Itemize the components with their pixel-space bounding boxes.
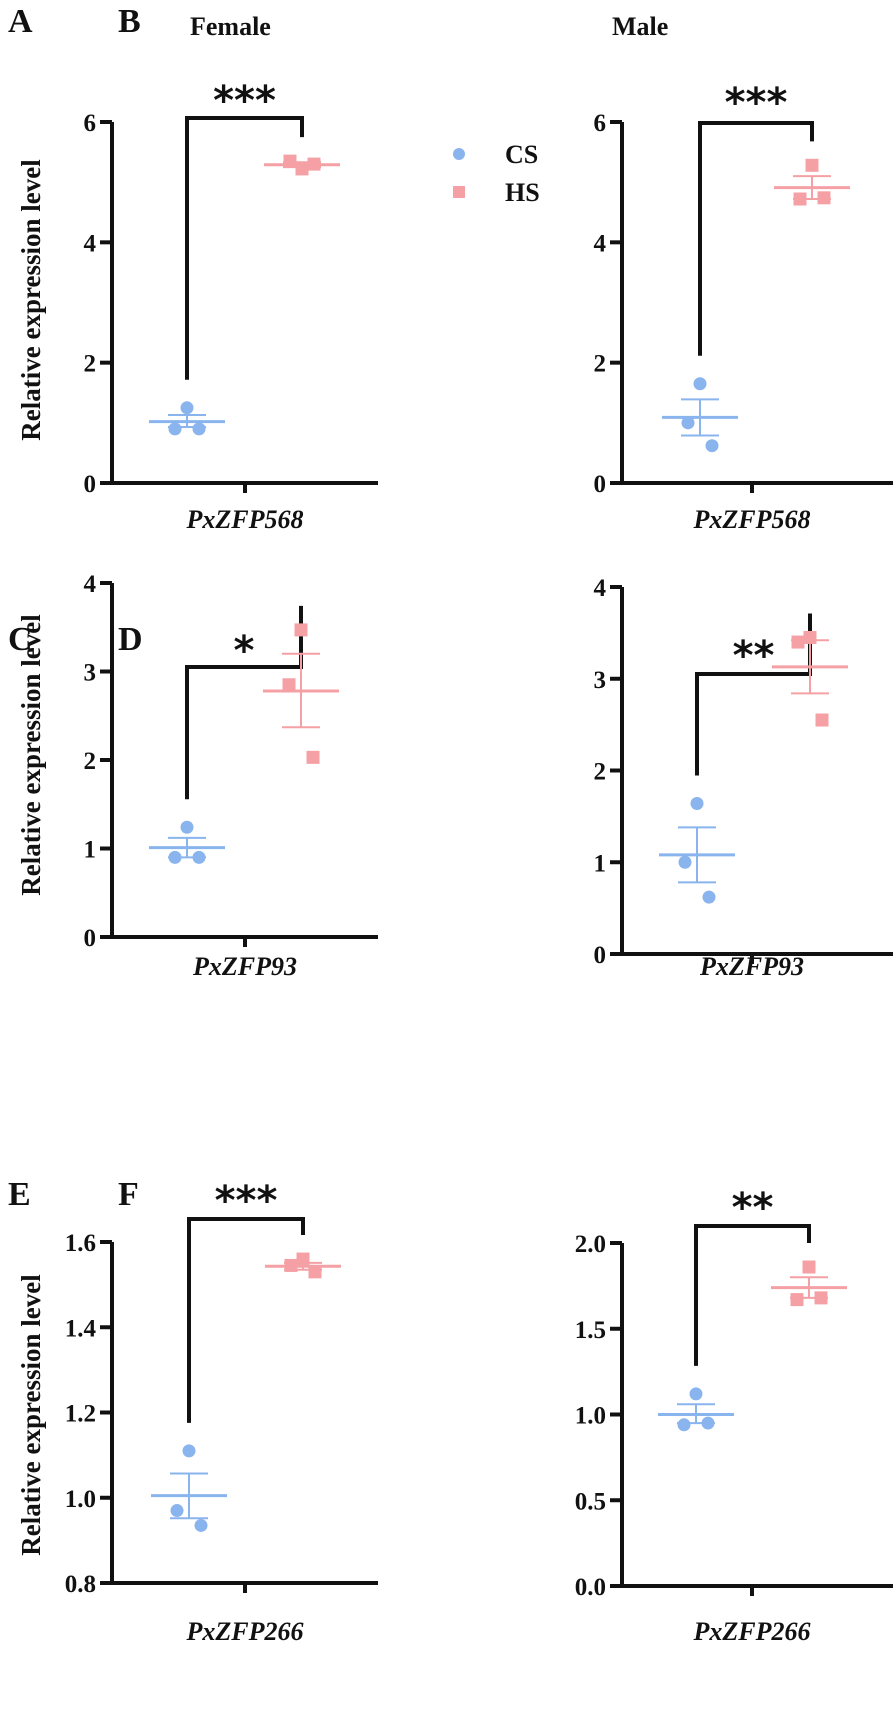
panel-e-hs-data-point <box>284 1258 298 1272</box>
panel-a-hs-data-point <box>295 162 309 176</box>
panel-d-y-tick-label: 1 <box>594 850 607 877</box>
panel-c-y-tick-label: 2 <box>84 748 97 775</box>
panel-a-y-tick-label: 4 <box>84 230 97 257</box>
panel-c-y-tick-label: 3 <box>84 660 97 687</box>
panel-e-y-tick-label: 1.2 <box>65 1401 96 1428</box>
panel-b-letter: B <box>118 3 141 40</box>
panel-a-hs-data-point <box>307 157 321 171</box>
panel-a-x-axis-label: PxZFP568 <box>186 505 304 534</box>
panel-c-y-axis-label: Relative expression level <box>16 614 46 896</box>
panel-e-significance-bracket <box>187 1217 305 1423</box>
panel-d-cs-data-point <box>690 797 704 811</box>
panel-d-y-tick-label: 4 <box>594 575 607 602</box>
panel-f-hs-data-point <box>802 1260 816 1274</box>
panel-a-cs-data-point <box>180 401 194 415</box>
panel-c-cs-data-point <box>168 850 182 864</box>
panel-f-cs-data-point <box>677 1418 691 1432</box>
panel-f-y-tick-label: 2.0 <box>575 1231 606 1258</box>
panel-c-cs-data-point <box>192 850 206 864</box>
panel-b-hs-data-point <box>793 192 807 206</box>
panel-b-cs-data-point <box>681 416 695 430</box>
panel-b-y-tick-label: 6 <box>594 110 607 137</box>
panel-a-y-tick-label: 0 <box>84 471 97 498</box>
panel-b-hs-data-point <box>817 191 831 205</box>
panel-f-hs-data-point <box>814 1291 828 1305</box>
panel-c-hs-data-point <box>294 623 308 637</box>
panel-d-cs-data-point <box>678 855 692 869</box>
panel-f-hs-data-point <box>790 1293 804 1307</box>
panel-a-letter: A <box>8 3 33 40</box>
panel-b-title: Male <box>612 12 668 41</box>
panel-d-hs-data-point <box>815 713 829 727</box>
panel-a-y-axis-label: Relative expression level <box>16 159 46 441</box>
panel-a-significance-bracket <box>185 116 304 380</box>
panel-f-significance-bracket <box>694 1224 811 1366</box>
panel-f-significance-label: ** <box>732 1185 774 1231</box>
panel-c-significance-label: * <box>234 628 255 674</box>
panel-e-hs-data-point <box>308 1265 322 1279</box>
panel-a-y-tick-label: 2 <box>84 351 97 378</box>
panel-c-letter: C <box>8 621 33 658</box>
panel-a-significance-label: *** <box>213 78 276 124</box>
panel-d-hs-data-point <box>791 635 805 649</box>
panel-f-x-axis-label: PxZFP266 <box>693 1617 811 1646</box>
panel-b-hs-data-point <box>805 158 819 172</box>
panel-a-hs-data-point <box>283 154 297 168</box>
panel-e-y-tick-label: 1.6 <box>65 1230 96 1257</box>
panel-f-y-tick-label: 1.5 <box>575 1317 606 1344</box>
panel-e-letter: E <box>8 1176 31 1213</box>
panel-e-cs-data-point <box>182 1444 196 1458</box>
panel-b-significance-label: *** <box>725 80 788 126</box>
panel-e-x-axis-label: PxZFP266 <box>186 1617 304 1646</box>
panel-e-y-tick-label: 1.4 <box>65 1315 97 1342</box>
panel-f-y-tick-label: 0.5 <box>575 1488 606 1515</box>
panel-d-y-tick-label: 2 <box>594 759 607 786</box>
panel-b-significance-bracket <box>698 121 814 356</box>
panel-f-y-tick-label: 0.0 <box>575 1574 606 1601</box>
panel-e-y-tick-label: 1.0 <box>65 1486 96 1513</box>
panel-c-y-tick-label: 0 <box>84 925 97 952</box>
panel-d-hs-data-point <box>803 630 817 644</box>
panel-c-significance-bracket <box>185 605 303 800</box>
panel-e-cs-data-point <box>194 1518 208 1532</box>
panel-c-x-axis-label: PxZFP93 <box>192 952 297 981</box>
panel-d-y-tick-label: 0 <box>594 942 607 969</box>
panel-b-y-tick-label: 0 <box>594 471 607 498</box>
panel-a-cs-data-point <box>192 422 206 436</box>
panel-d-significance-label: ** <box>733 633 775 679</box>
panel-e-cs-data-point <box>170 1504 184 1518</box>
panel-f-y-tick-label: 1.0 <box>575 1403 606 1430</box>
panel-d-y-tick-label: 3 <box>594 667 607 694</box>
panel-a-y-tick-label: 6 <box>84 110 97 137</box>
panel-e-y-tick-label: 0.8 <box>65 1571 96 1598</box>
panel-c-y-tick-label: 1 <box>84 837 97 864</box>
panel-d-cs-data-point <box>702 890 716 904</box>
panel-c-hs-data-point <box>306 750 320 764</box>
panel-a-title: Female <box>190 12 271 41</box>
panel-a-cs-data-point <box>168 422 182 436</box>
panel-e-significance-label: *** <box>215 1178 278 1224</box>
panel-f-cs-data-point <box>701 1416 715 1430</box>
panel-b-y-tick-label: 2 <box>594 351 607 378</box>
panel-e-hs-data-point <box>296 1252 310 1266</box>
panel-d-letter: D <box>118 621 143 658</box>
panel-b-cs-data-point <box>705 439 719 453</box>
panel-b-x-axis-label: PxZFP568 <box>693 505 811 534</box>
panel-b-y-tick-label: 4 <box>594 230 607 257</box>
panel-c-hs-data-point <box>282 678 296 692</box>
panel-c-y-tick-label: 4 <box>84 571 97 598</box>
panel-f-letter: F <box>118 1176 139 1213</box>
panel-d-x-axis-label: PxZFP93 <box>699 952 804 981</box>
panel-e-y-axis-label: Relative expression level <box>16 1274 46 1556</box>
panel-b-cs-data-point <box>693 377 707 391</box>
panel-c-cs-data-point <box>180 820 194 834</box>
panel-f-cs-data-point <box>689 1387 703 1401</box>
